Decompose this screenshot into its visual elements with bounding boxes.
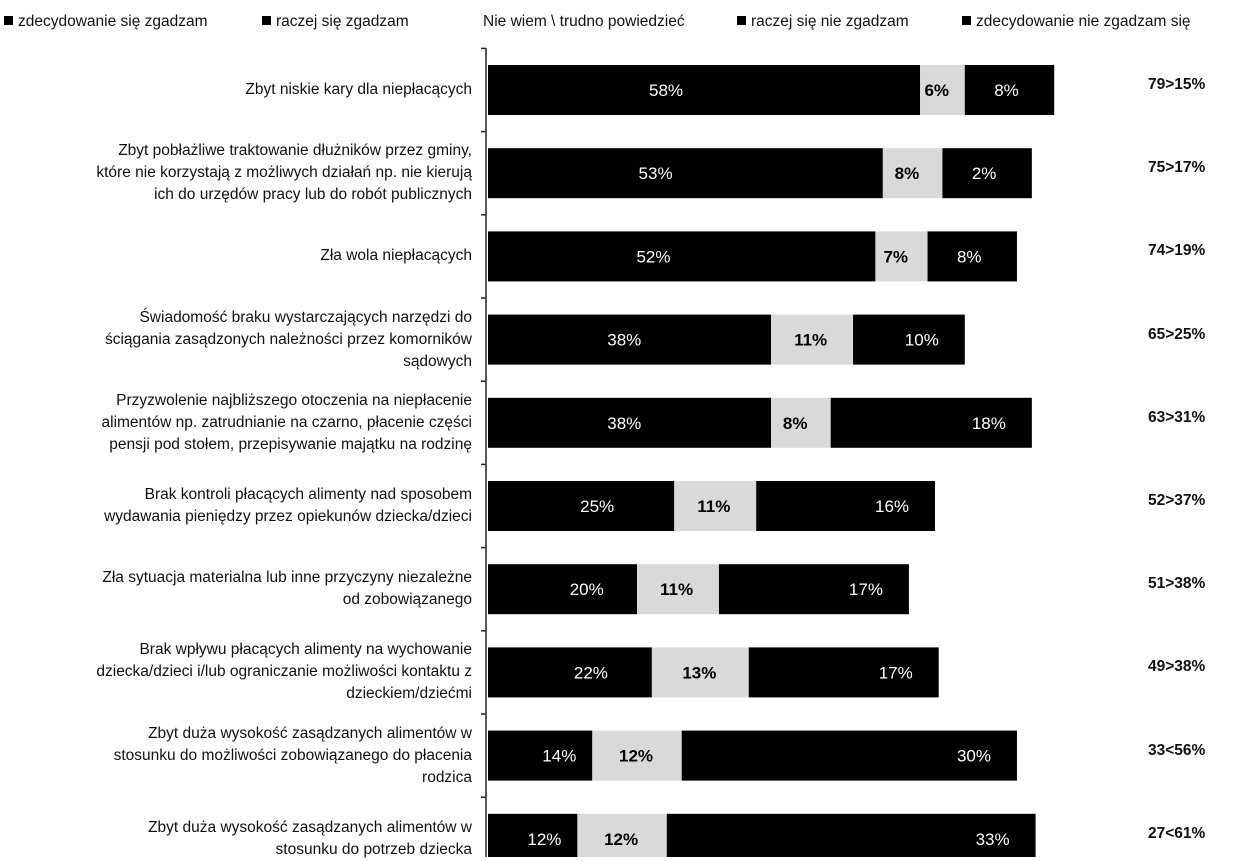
- bar-disagree-label: 10%: [905, 331, 939, 350]
- bar-disagree: [927, 231, 1017, 282]
- summary-label: 52>37%: [1148, 492, 1206, 509]
- bar-disagree: [964, 65, 1055, 115]
- bar-dont-know-label: 11%: [794, 331, 827, 350]
- legend-label: raczej się nie zgadzam: [751, 13, 909, 30]
- bar-dont-know: [920, 65, 965, 115]
- bar-dont-know: [882, 148, 943, 199]
- bar-agree-label: 25%: [580, 497, 614, 516]
- bar-disagree-label: 16%: [875, 497, 909, 516]
- bar-agree-label: 38%: [607, 331, 641, 350]
- bar-agree: [488, 397, 772, 448]
- bar-disagree-label: 17%: [879, 663, 913, 682]
- bar-dont-know-label: 6%: [924, 81, 949, 100]
- legend-label: raczej się zgadzam: [276, 13, 409, 30]
- bar-disagree-label: 8%: [994, 81, 1019, 100]
- legend-item-strongly-disagree: zdecydowanie nie zgadzam się: [962, 13, 1191, 31]
- summary-label: 33<56%: [1148, 741, 1206, 759]
- bar-dont-know-label: 8%: [895, 164, 920, 183]
- category-label: Brak kontroli płacących alimenty nad spo…: [104, 486, 472, 525]
- bar-disagree: [756, 481, 935, 531]
- bar-dont-know-label: 13%: [682, 663, 716, 682]
- bar-agree-label: 22%: [574, 663, 608, 682]
- bar-disagree-label: 2%: [972, 164, 997, 183]
- bar-agree-label: 14%: [542, 747, 576, 766]
- legend-item-disagree: raczej się nie zgadzam: [737, 13, 909, 31]
- bar-disagree: [942, 148, 1032, 199]
- bar-agree: [488, 314, 772, 365]
- bar-disagree-label: 8%: [957, 247, 982, 266]
- summary-label: 74>19%: [1148, 242, 1206, 260]
- bar-dont-know: [651, 647, 749, 698]
- bar-dont-know-label: 8%: [783, 414, 808, 433]
- bar-dont-know: [674, 481, 757, 531]
- legend-label: zdecydowanie się zgadzam: [18, 13, 208, 30]
- summary-label: 49>38%: [1148, 658, 1206, 676]
- legend-swatch: [4, 16, 13, 25]
- bar-dont-know-label: 7%: [883, 247, 908, 266]
- legend-item-agree: raczej się zgadzam: [262, 13, 409, 31]
- bar-disagree: [718, 564, 909, 615]
- summary-label: 65>25%: [1148, 325, 1206, 343]
- bar-dont-know-label: 12%: [604, 830, 638, 849]
- bar-agree: [488, 647, 652, 698]
- bar-disagree: [681, 730, 1017, 781]
- category-label: Przyzwolenie najbliższego otoczenia na n…: [101, 391, 473, 453]
- bar-disagree: [830, 397, 1032, 448]
- bar-disagree-label: 17%: [849, 580, 883, 599]
- bar-disagree: [748, 647, 939, 698]
- summary-label: 75>17%: [1148, 159, 1206, 177]
- category-label: Zła wola niepłacących: [320, 247, 472, 265]
- bar-disagree-label: 30%: [957, 747, 991, 766]
- bar-dont-know-label: 12%: [619, 747, 653, 766]
- category-label: Zbyt niskie kary dla niepłacących: [245, 81, 472, 98]
- legend-item-dont-know: Nie wiem \ trudno powiedzieć: [483, 13, 685, 31]
- category-label: Świadomość braku wystarczających narzędz…: [104, 308, 472, 370]
- bar-disagree-label: 18%: [972, 414, 1006, 433]
- bar-dont-know: [637, 564, 719, 615]
- bar-agree: [488, 231, 876, 282]
- legend-item-strongly-agree: zdecydowanie się zgadzam: [4, 13, 208, 31]
- category-label: Brak wpływu płacących alimenty na wychow…: [96, 641, 472, 703]
- bar-agree-label: 53%: [639, 164, 673, 183]
- bar-agree: [488, 481, 675, 531]
- chart-legend: zdecydowanie się zgadzam raczej się zgad…: [0, 0, 1245, 44]
- category-label: Zbyt duża wysokość zasądzanych alimentów…: [113, 724, 472, 786]
- bar-dont-know-label: 11%: [660, 580, 693, 599]
- summary-label: 63>31%: [1148, 408, 1206, 426]
- summary-label: 51>38%: [1148, 575, 1206, 593]
- summary-label: 27<61%: [1148, 824, 1206, 842]
- bar-dont-know: [577, 813, 667, 857]
- bar-agree-label: 20%: [570, 580, 604, 599]
- bar-dont-know: [771, 397, 831, 448]
- bar-dont-know: [771, 314, 854, 365]
- legend-swatch: [962, 16, 971, 25]
- bar-agree: [488, 148, 883, 199]
- bar-dont-know: [875, 231, 928, 282]
- category-label: Zbyt pobłażliwe traktowanie dłużników pr…: [96, 142, 472, 204]
- bar-dont-know-label: 11%: [697, 497, 730, 516]
- bar-agree-label: 38%: [607, 414, 641, 433]
- bar-agree: [488, 564, 637, 615]
- bar-agree: [488, 730, 593, 781]
- bar-disagree-label: 33%: [976, 830, 1010, 849]
- category-label: Zła sytuacja materialna lub inne przyczy…: [102, 569, 472, 609]
- bar-agree: [488, 65, 921, 115]
- bar-dont-know: [592, 730, 682, 781]
- category-label: Zbyt duża wysokość zasądzanych alimentów…: [148, 818, 472, 858]
- legend-label: Nie wiem \ trudno powiedzieć: [483, 13, 685, 30]
- bar-agree-label: 12%: [527, 830, 561, 849]
- bar-disagree: [853, 314, 965, 365]
- bar-agree: [488, 813, 578, 857]
- summary-label: 79>15%: [1148, 76, 1206, 93]
- bar-disagree: [666, 813, 1036, 857]
- legend-label: zdecydowanie nie zgadzam się: [976, 13, 1191, 30]
- legend-swatch: [737, 16, 746, 25]
- bar-agree-label: 58%: [649, 81, 683, 100]
- bar-agree-label: 52%: [636, 247, 670, 266]
- legend-swatch: [262, 16, 271, 25]
